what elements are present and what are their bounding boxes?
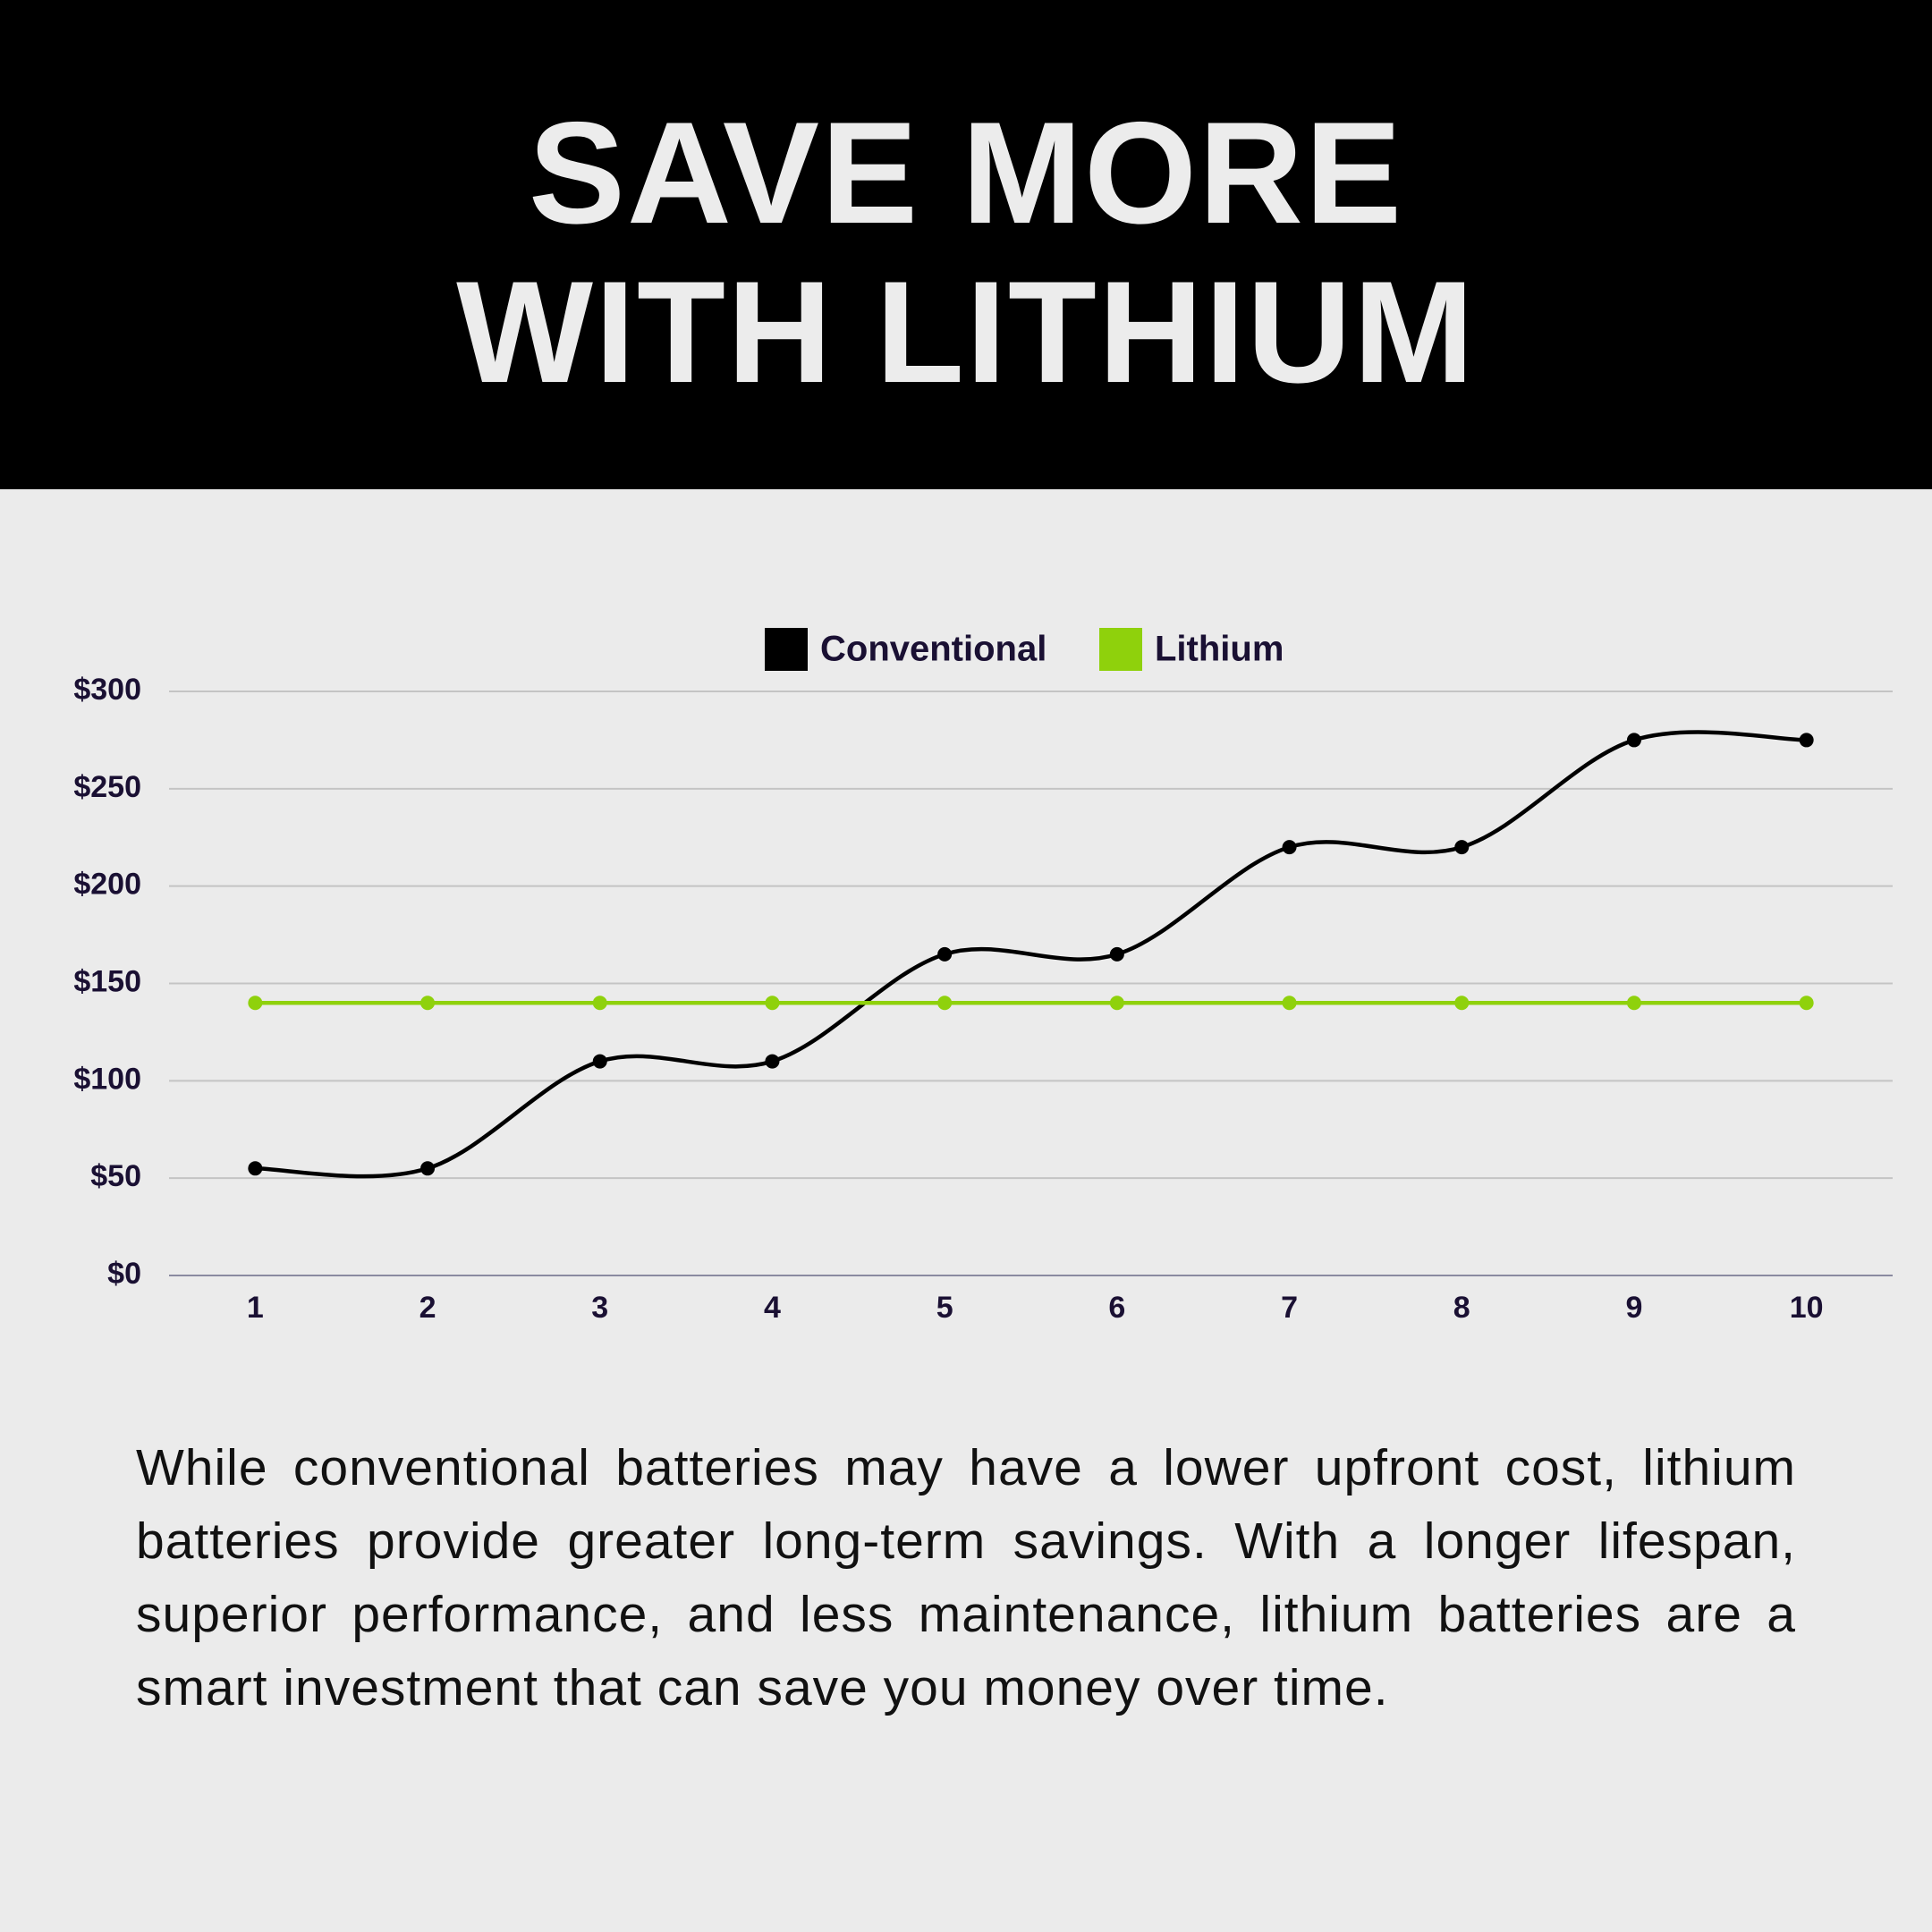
data-point	[1109, 946, 1124, 962]
legend-label: Conventional	[820, 630, 1046, 669]
legend-swatch	[765, 628, 808, 671]
data-point	[1626, 733, 1641, 748]
x-tick-label: 3	[591, 1291, 608, 1325]
y-tick-label: $0	[107, 1257, 141, 1291]
data-point	[937, 946, 953, 962]
header: SAVE MORE WITH LITHIUM	[0, 0, 1932, 489]
data-point	[937, 996, 953, 1011]
data-point	[420, 996, 436, 1011]
title-line: WITH LITHIUM	[456, 251, 1476, 413]
data-point	[765, 996, 780, 1011]
data-point	[1454, 840, 1470, 855]
x-tick-label: 10	[1790, 1291, 1824, 1325]
x-tick-label: 9	[1625, 1291, 1642, 1325]
body-text: While conventional batteries may have a …	[136, 1439, 1796, 1716]
data-point	[1109, 996, 1124, 1011]
series-line	[255, 730, 1807, 1179]
y-tick-label: $150	[73, 964, 141, 998]
legend-label: Lithium	[1155, 630, 1284, 669]
x-tick-label: 8	[1453, 1291, 1470, 1325]
data-point	[592, 1054, 607, 1069]
chart: $0 $50 $100 $150 $200 $250 $300 1 2 3 4 5 6 7 8 9 10 Conv…	[73, 628, 1893, 1325]
y-tick-label: $200	[73, 868, 141, 902]
title-line: SAVE MORE	[528, 92, 1404, 254]
x-tick-label: 6	[1108, 1291, 1125, 1325]
data-point	[765, 1054, 780, 1069]
data-point	[1454, 996, 1470, 1011]
x-tick-label: 5	[936, 1291, 953, 1325]
data-point	[1282, 996, 1297, 1011]
data-point	[420, 1161, 436, 1176]
data-point	[1799, 733, 1814, 748]
x-tick-label: 1	[247, 1291, 264, 1325]
data-point	[1626, 996, 1641, 1011]
data-point	[1282, 840, 1297, 855]
data-point	[248, 996, 263, 1011]
x-tick-label: 2	[419, 1291, 436, 1325]
data-point	[248, 1161, 263, 1176]
legend-swatch	[1099, 628, 1142, 671]
y-tick-label: $250	[73, 770, 141, 804]
x-tick-label: 4	[764, 1291, 781, 1325]
y-tick-label: $50	[90, 1159, 141, 1193]
y-tick-label: $100	[73, 1062, 141, 1096]
data-point	[592, 996, 607, 1011]
x-tick-label: 7	[1281, 1291, 1298, 1325]
data-point	[1799, 996, 1814, 1011]
y-tick-label: $300	[73, 673, 141, 707]
